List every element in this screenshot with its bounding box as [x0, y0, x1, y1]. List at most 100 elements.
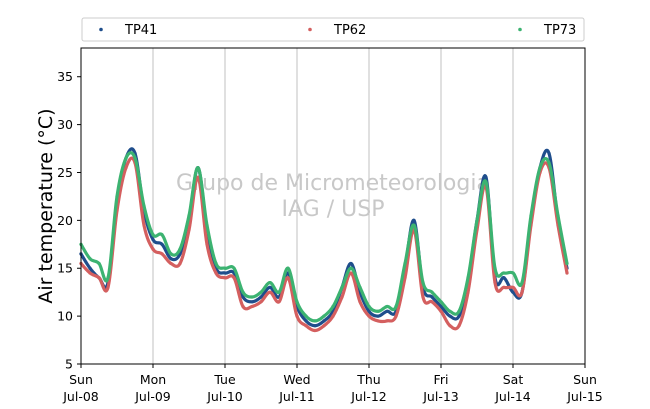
data-point	[403, 276, 407, 280]
data-point	[412, 218, 416, 222]
data-point	[394, 314, 398, 318]
data-point	[565, 271, 569, 275]
data-point	[439, 309, 443, 313]
data-point	[385, 304, 389, 309]
x-tick-label-date: Jul-08	[62, 389, 99, 404]
data-point	[151, 233, 155, 237]
data-point	[151, 247, 155, 251]
series-TP73	[79, 151, 569, 323]
y-tick-label: 20	[57, 213, 73, 228]
data-point	[124, 156, 128, 160]
data-point	[88, 257, 92, 261]
data-point	[565, 261, 569, 266]
data-point	[322, 324, 326, 328]
data-point	[241, 295, 245, 299]
x-tick-label-day: Sun	[573, 372, 597, 387]
data-point	[547, 161, 551, 165]
data-point	[529, 214, 533, 218]
data-point	[214, 261, 218, 266]
data-point	[223, 276, 227, 280]
data-point	[151, 237, 155, 242]
data-point	[196, 175, 200, 179]
data-point	[214, 271, 218, 275]
data-point	[322, 319, 326, 323]
data-point	[106, 285, 110, 289]
data-point	[295, 314, 299, 318]
data-point	[439, 304, 443, 309]
data-point	[142, 204, 146, 208]
data-point	[313, 324, 317, 328]
y-axis-label: Air temperature (°C)	[35, 108, 57, 303]
data-point	[160, 233, 164, 237]
data-point	[277, 290, 281, 294]
data-point	[412, 223, 416, 227]
legend-marker-TP73	[518, 27, 522, 32]
data-point	[457, 314, 461, 318]
x-tick-label-day: Fri	[434, 372, 449, 387]
data-point	[169, 252, 173, 256]
data-point	[358, 285, 362, 289]
data-point	[547, 151, 551, 155]
data-point	[205, 242, 209, 246]
data-point	[439, 300, 443, 304]
x-tick-label-date: Jul-15	[566, 389, 603, 404]
data-point	[268, 285, 272, 289]
data-point	[367, 314, 371, 318]
legend-label-TP62: TP62	[333, 23, 366, 38]
x-axis: Sun Jul-08 Mon Jul-09 Tue Jul-10 Wed Jul-11 Thu J…	[62, 364, 603, 404]
x-tick-label-date: Jul-13	[422, 389, 459, 404]
data-point	[169, 261, 173, 266]
data-point	[88, 266, 92, 270]
data-point	[286, 276, 290, 280]
x-tick-label-date: Jul-09	[134, 389, 171, 404]
x-tick-label-date: Jul-14	[494, 389, 531, 404]
data-point	[232, 266, 236, 270]
data-point	[187, 228, 191, 232]
legend-marker-TP41	[99, 27, 103, 32]
legend-label-TP41: TP41	[124, 23, 157, 38]
data-point	[475, 218, 479, 222]
data-point	[556, 214, 560, 218]
data-point	[178, 261, 182, 266]
x-tick-label-day: Sat	[503, 372, 524, 387]
data-point	[376, 314, 380, 318]
data-point	[169, 257, 173, 261]
data-point	[466, 290, 470, 294]
data-point	[97, 261, 101, 266]
data-point	[349, 261, 353, 266]
data-point	[484, 180, 488, 184]
data-point	[493, 281, 497, 285]
data-point	[205, 223, 209, 227]
data-point	[331, 314, 335, 318]
data-point	[502, 271, 506, 275]
x-tick-label-date: Jul-11	[278, 389, 315, 404]
data-point	[502, 276, 506, 280]
data-point	[142, 223, 146, 227]
data-point	[448, 324, 452, 328]
data-point	[331, 304, 335, 309]
data-point	[403, 261, 407, 266]
data-series	[79, 147, 569, 333]
data-point	[520, 290, 524, 294]
x-tick-label-day: Thu	[356, 372, 380, 387]
data-point	[457, 324, 461, 328]
data-point	[349, 266, 353, 270]
data-point	[178, 247, 182, 251]
data-point	[367, 304, 371, 309]
data-point	[493, 266, 497, 270]
data-point	[259, 300, 263, 304]
data-point	[268, 290, 272, 294]
watermark-line-1: Grupo de Micrometeorologia	[176, 171, 490, 196]
data-point	[358, 300, 362, 304]
data-point	[115, 194, 119, 198]
x-tick-label-day: Sun	[69, 372, 93, 387]
y-tick-label: 25	[57, 165, 73, 180]
data-point	[259, 295, 263, 299]
data-point	[322, 314, 326, 318]
data-point	[340, 295, 344, 299]
data-point	[421, 295, 425, 299]
y-tick-label: 10	[57, 309, 73, 324]
watermark: Grupo de Micrometeorologia IAG / USP	[176, 171, 490, 222]
data-point	[268, 281, 272, 285]
